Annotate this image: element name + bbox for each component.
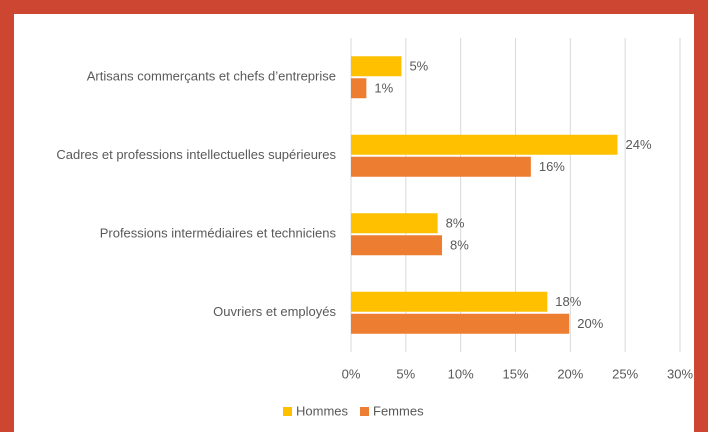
bar (351, 78, 367, 99)
bar (351, 156, 531, 177)
value-label: 20% (577, 316, 603, 331)
y-tick-label: Artisans commerçants et chefs d’entrepri… (87, 69, 336, 84)
y-tick-label: Professions intermédiaires et technicien… (100, 226, 337, 241)
x-tick-label: 30% (667, 366, 693, 381)
bar (351, 134, 618, 155)
value-label: 8% (446, 216, 465, 231)
value-label: 24% (625, 137, 651, 152)
bar (351, 291, 548, 312)
bar (351, 313, 570, 334)
x-tick-label: 20% (557, 366, 583, 381)
legend-swatch (360, 407, 370, 416)
bar (351, 56, 402, 77)
value-label: 8% (450, 238, 469, 253)
value-label: 18% (555, 294, 581, 309)
bar (351, 235, 443, 256)
x-tick-label: 15% (502, 366, 528, 381)
legend-swatch (283, 407, 292, 416)
x-tick-label: 10% (448, 366, 474, 381)
value-label: 1% (374, 81, 393, 96)
value-label: 5% (409, 59, 428, 74)
legend-label: Femmes (373, 403, 424, 418)
y-tick-label: Ouvriers et employés (213, 304, 336, 319)
x-tick-label: 0% (342, 366, 361, 381)
bar (351, 213, 438, 234)
x-tick-label: 25% (612, 366, 638, 381)
value-label: 16% (539, 159, 565, 174)
y-tick-label: Cadres et professions intellectuelles su… (56, 147, 336, 162)
legend-label: Hommes (296, 403, 349, 418)
x-tick-label: 5% (396, 366, 415, 381)
